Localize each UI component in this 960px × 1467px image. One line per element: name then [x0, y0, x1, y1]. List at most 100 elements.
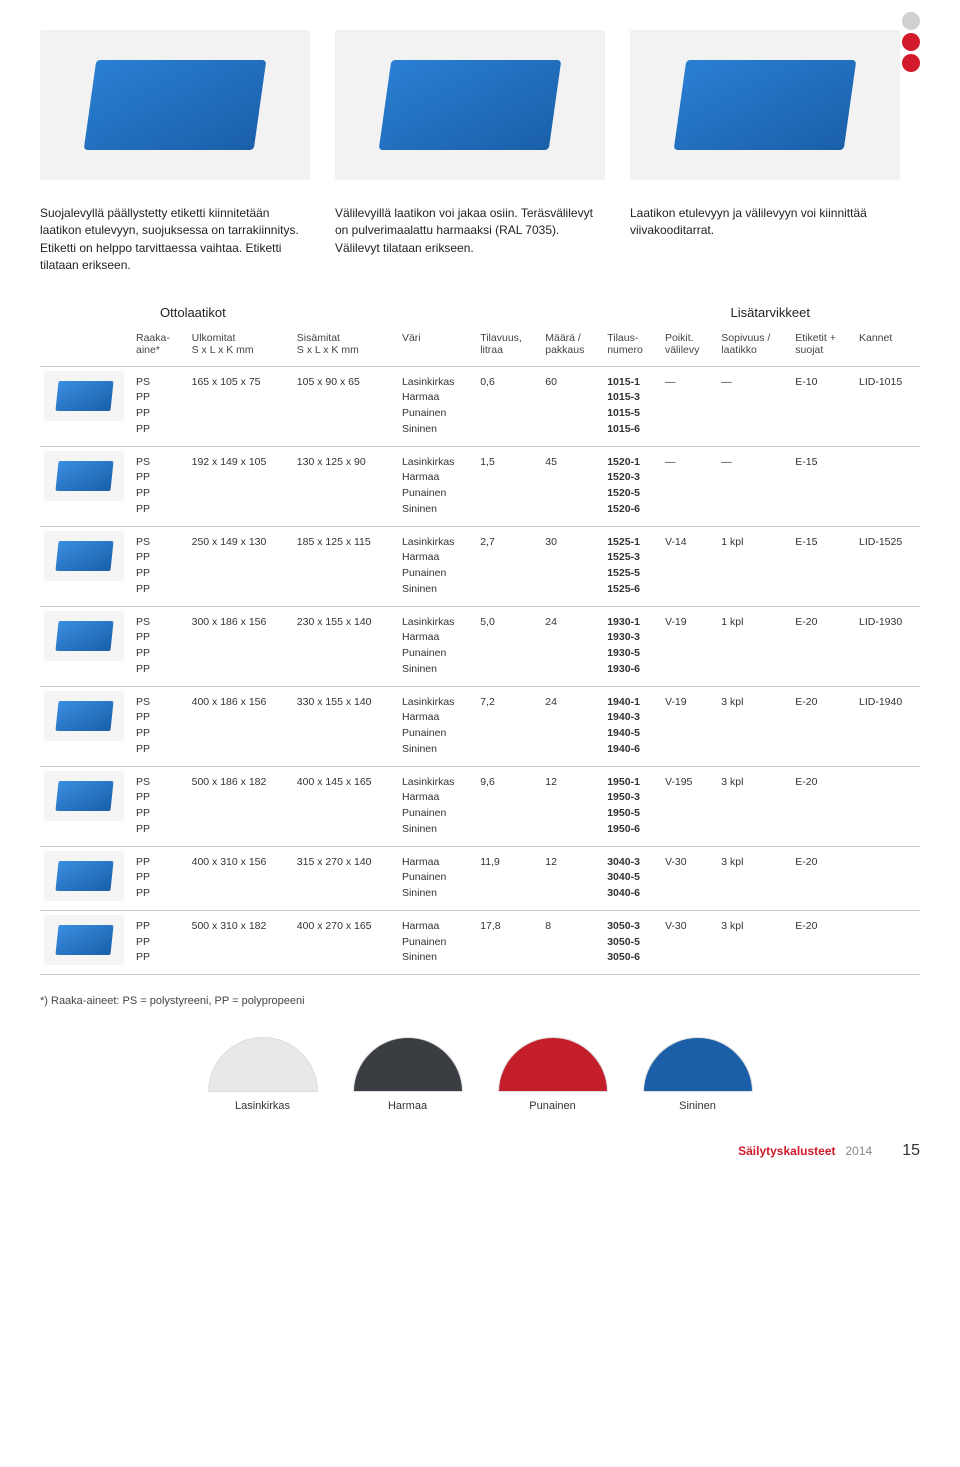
cell-sopivuus: —: [715, 366, 789, 446]
thumb-cell: [40, 526, 130, 606]
intro-text-columns: Suojalevyllä päällystetty etiketti kiinn…: [40, 205, 920, 275]
cell-poikit: V-19: [659, 686, 715, 766]
intro-col-2: Välilevyillä laatikon voi jakaa osiin. T…: [335, 205, 605, 275]
th-tilaus: Tilaus-numero: [601, 328, 659, 367]
cell-sisa: 230 x 155 x 140: [291, 606, 396, 686]
cell-kannet: LID-1940: [853, 686, 920, 766]
cell-etiketit: E-15: [789, 446, 853, 526]
swatch-circle: [208, 1037, 318, 1092]
cell-tilaus: 1520-11520-31520-51520-6: [601, 446, 659, 526]
th-sisa: SisämitatS x L x K mm: [291, 328, 396, 367]
cell-raaka: PSPPPPPP: [130, 526, 186, 606]
cell-tilaus: 1525-11525-31525-51525-6: [601, 526, 659, 606]
cell-vari: LasinkirkasHarmaaPunainenSininen: [396, 446, 474, 526]
section-title-right: Lisätarvikkeet: [731, 305, 920, 320]
swatch-circle: [353, 1037, 463, 1092]
cell-tilavuus: 11,9: [474, 846, 539, 910]
cell-poikit: —: [659, 366, 715, 446]
table-row: PSPPPPPP500 x 186 x 182400 x 145 x 165La…: [40, 766, 920, 846]
cell-tilavuus: 1,5: [474, 446, 539, 526]
swatch-label: Punainen: [498, 1100, 608, 1112]
product-photo-row: [40, 30, 920, 180]
cell-maara: 24: [539, 686, 601, 766]
section-title-row: Ottolaatikot Lisätarvikkeet: [40, 305, 920, 320]
swatch-item: Punainen: [498, 1037, 608, 1112]
intro-col-1: Suojalevyllä päällystetty etiketti kiinn…: [40, 205, 310, 275]
cell-etiketit: E-20: [789, 686, 853, 766]
cell-vari: HarmaaPunainenSininen: [396, 910, 474, 974]
th-kannet: Kannet: [853, 328, 920, 367]
th-vari: Väri: [396, 328, 474, 367]
swatch-label: Harmaa: [353, 1100, 463, 1112]
cell-tilaus: 1950-11950-31950-51950-6: [601, 766, 659, 846]
cell-vari: HarmaaPunainenSininen: [396, 846, 474, 910]
cell-sopivuus: 1 kpl: [715, 526, 789, 606]
cell-etiketit: E-20: [789, 846, 853, 910]
footnote-text: *) Raaka-aineet: PS = polystyreeni, PP =…: [40, 995, 920, 1007]
cell-poikit: V-14: [659, 526, 715, 606]
color-swatch-row: LasinkirkasHarmaaPunainenSininen: [40, 1037, 920, 1112]
table-row: PSPPPPPP165 x 105 x 75105 x 90 x 65Lasin…: [40, 366, 920, 446]
cell-sisa: 315 x 270 x 140: [291, 846, 396, 910]
cell-sopivuus: 1 kpl: [715, 606, 789, 686]
cell-poikit: V-195: [659, 766, 715, 846]
table-header-row: Raaka-aine* UlkomitatS x L x K mm Sisämi…: [40, 328, 920, 367]
th-tilavuus: Tilavuus,litraa: [474, 328, 539, 367]
cell-vari: LasinkirkasHarmaaPunainenSininen: [396, 606, 474, 686]
thumb-cell: [40, 766, 130, 846]
cell-tilavuus: 9,6: [474, 766, 539, 846]
cell-vari: LasinkirkasHarmaaPunainenSininen: [396, 366, 474, 446]
cell-tilaus: 1930-11930-31930-51930-6: [601, 606, 659, 686]
swatch-item: Harmaa: [353, 1037, 463, 1112]
cell-tilaus: 3040-33040-53040-6: [601, 846, 659, 910]
cell-sisa: 330 x 155 x 140: [291, 686, 396, 766]
cell-maara: 8: [539, 910, 601, 974]
table-row: PPPPPP500 x 310 x 182400 x 270 x 165Harm…: [40, 910, 920, 974]
thumb-cell: [40, 686, 130, 766]
cell-kannet: LID-1015: [853, 366, 920, 446]
cell-ulko: 192 x 149 x 105: [186, 446, 291, 526]
product-photo-2: [335, 30, 605, 180]
footer-year: 2014: [846, 1144, 873, 1158]
cell-kannet: [853, 766, 920, 846]
cell-sopivuus: 3 kpl: [715, 846, 789, 910]
cell-raaka: PPPPPP: [130, 910, 186, 974]
cell-kannet: LID-1930: [853, 606, 920, 686]
cell-sisa: 105 x 90 x 65: [291, 366, 396, 446]
cell-etiketit: E-20: [789, 606, 853, 686]
page-footer: Säilytyskalusteet 2014 15: [40, 1142, 920, 1160]
cell-poikit: V-30: [659, 846, 715, 910]
cell-kannet: [853, 446, 920, 526]
footer-page-number: 15: [902, 1142, 920, 1160]
cell-kannet: LID-1525: [853, 526, 920, 606]
swatch-circle: [643, 1037, 753, 1092]
table-row: PSPPPPPP250 x 149 x 130185 x 125 x 115La…: [40, 526, 920, 606]
cell-sisa: 400 x 270 x 165: [291, 910, 396, 974]
cell-etiketit: E-20: [789, 766, 853, 846]
cell-sisa: 185 x 125 x 115: [291, 526, 396, 606]
table-row: PSPPPPPP192 x 149 x 105130 x 125 x 90Las…: [40, 446, 920, 526]
cell-tilaus: 1015-11015-31015-51015-6: [601, 366, 659, 446]
cell-kannet: [853, 910, 920, 974]
cell-etiketit: E-20: [789, 910, 853, 974]
swatch-item: Lasinkirkas: [208, 1037, 318, 1112]
cell-tilaus: 3050-33050-53050-6: [601, 910, 659, 974]
cell-ulko: 500 x 310 x 182: [186, 910, 291, 974]
th-etiketit: Etiketit +suojat: [789, 328, 853, 367]
product-table: Raaka-aine* UlkomitatS x L x K mm Sisämi…: [40, 328, 920, 976]
cell-ulko: 400 x 186 x 156: [186, 686, 291, 766]
cell-tilavuus: 17,8: [474, 910, 539, 974]
table-row: PPPPPP400 x 310 x 156315 x 270 x 140Harm…: [40, 846, 920, 910]
cell-kannet: [853, 846, 920, 910]
th-sopivuus: Sopivuus /laatikko: [715, 328, 789, 367]
cell-tilavuus: 2,7: [474, 526, 539, 606]
table-row: PSPPPPPP400 x 186 x 156330 x 155 x 140La…: [40, 686, 920, 766]
swatch-label: Lasinkirkas: [208, 1100, 318, 1112]
cell-raaka: PSPPPPPP: [130, 686, 186, 766]
cell-raaka: PSPPPPPP: [130, 606, 186, 686]
cell-sopivuus: —: [715, 446, 789, 526]
cell-maara: 60: [539, 366, 601, 446]
cell-raaka: PPPPPP: [130, 846, 186, 910]
section-title-left: Ottolaatikot: [160, 305, 226, 320]
cell-ulko: 500 x 186 x 182: [186, 766, 291, 846]
